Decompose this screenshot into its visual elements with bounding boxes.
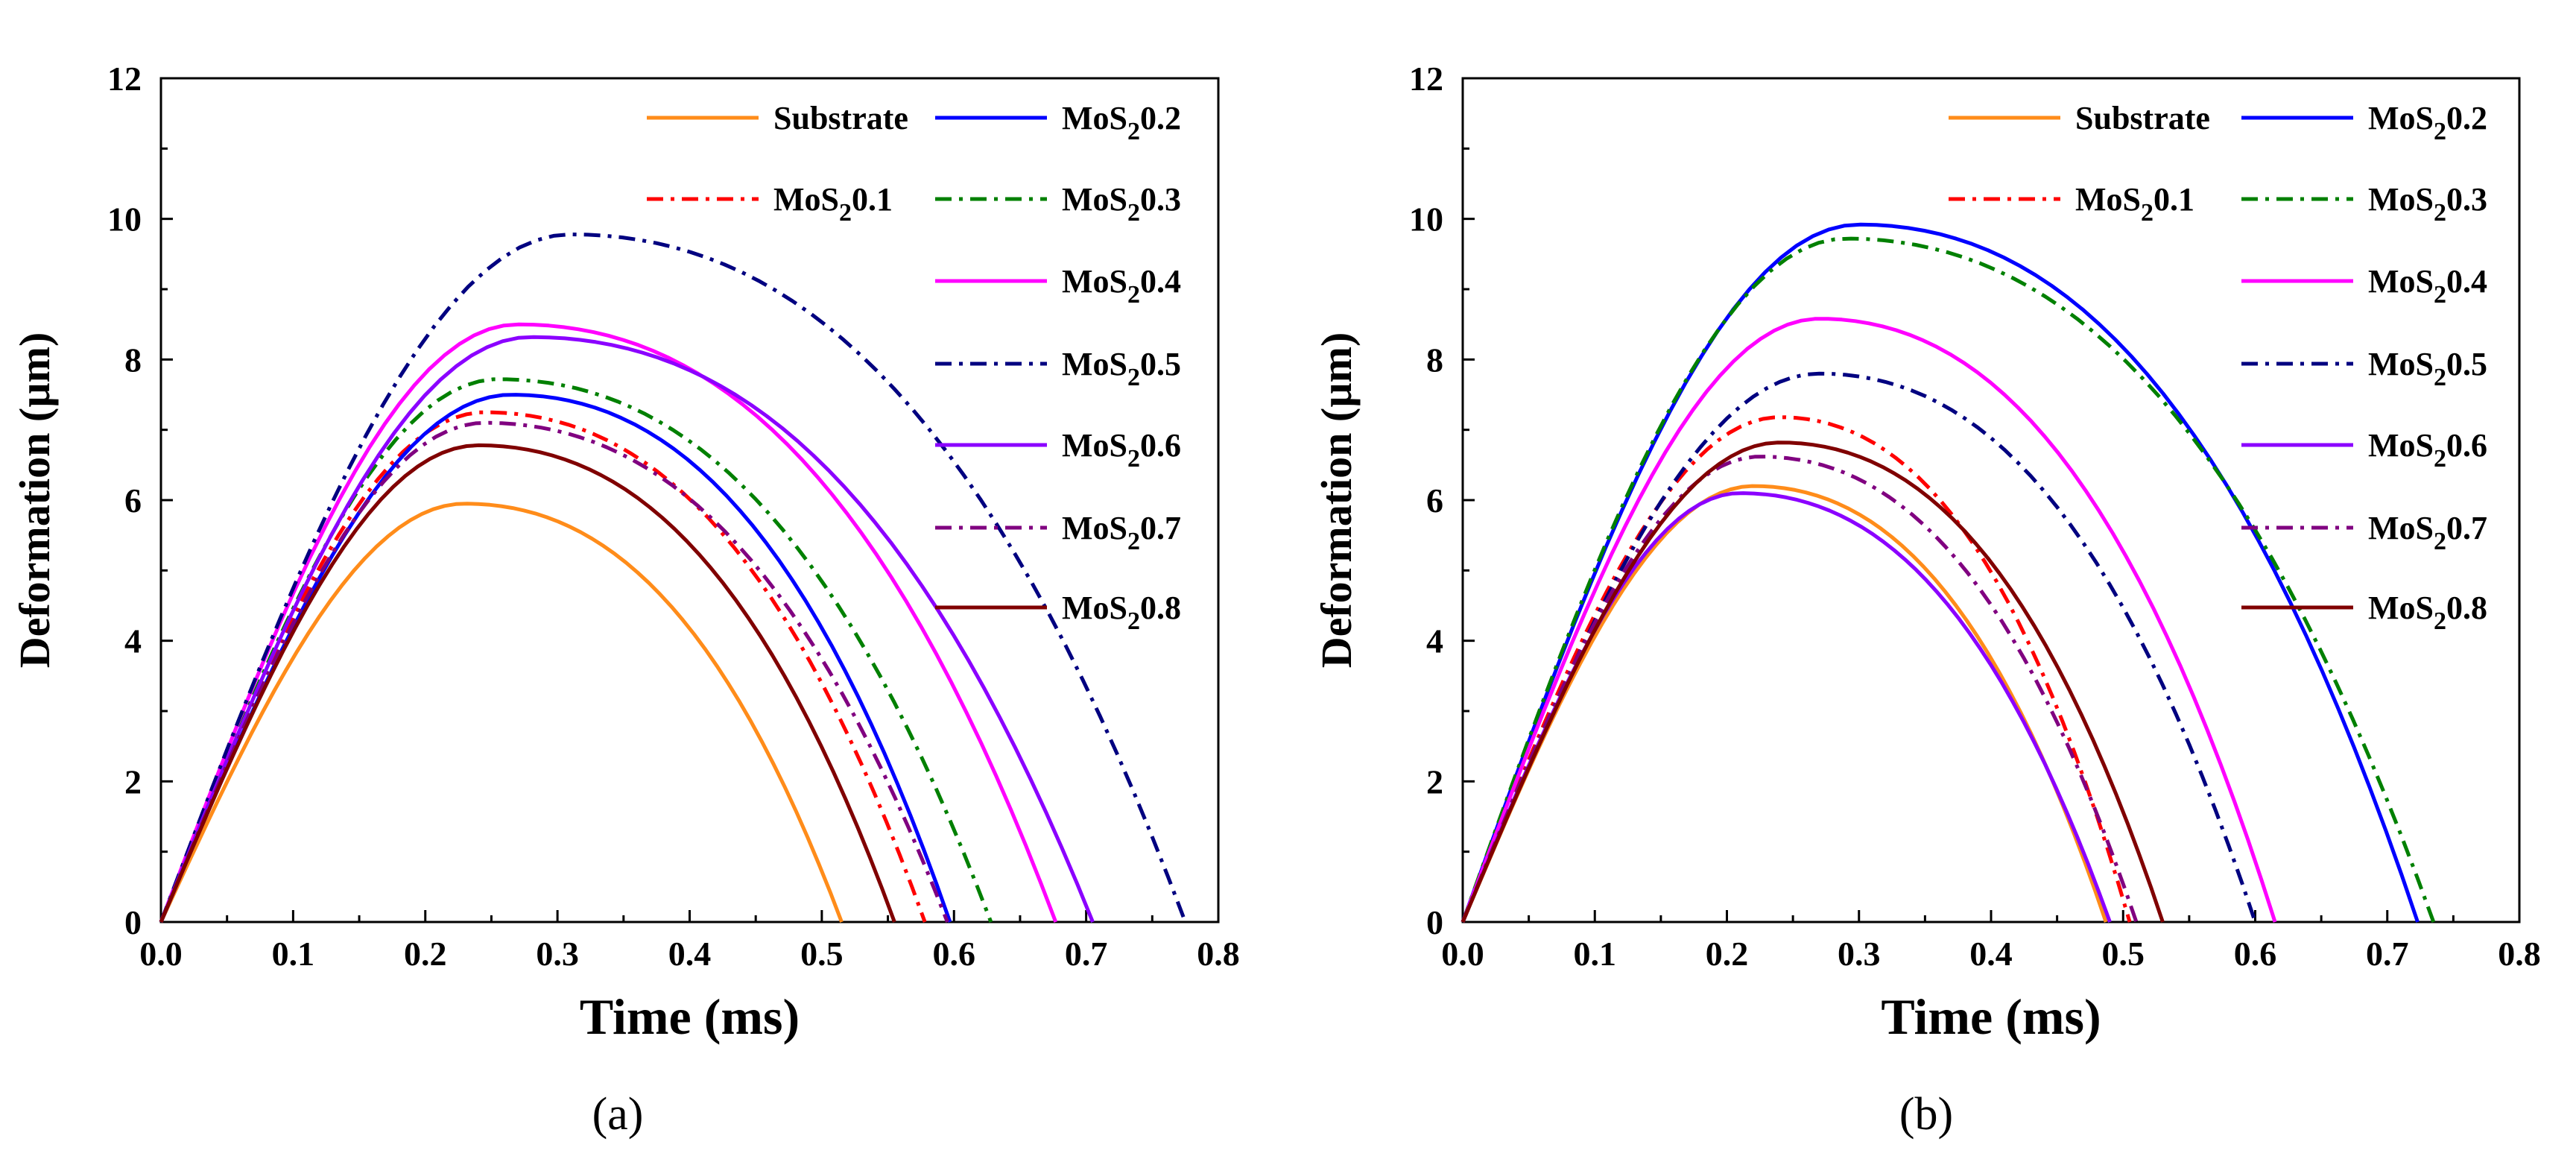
y-tick-label: 6 (124, 481, 142, 520)
legend-label: MoS20.5 (2368, 346, 2487, 391)
legend-label: Substrate (773, 100, 908, 136)
series-line-mos2-05 (159, 232, 1188, 923)
legend: Substrate MoS20.1 MoS20.2 MoS20.3 MoS20.4 MoS… (647, 100, 1181, 635)
series-line-mos2-04 (1461, 317, 2277, 923)
x-axis-title: Time (ms) (1881, 988, 2101, 1045)
x-tick-label: 0.6 (933, 935, 976, 973)
chart-panel-a: 0.0 0.1 0.2 0.3 0.4 0.5 0.6 0.7 0.8 0 2 4 6 8 10 12 Time… (10, 60, 1240, 1140)
legend-label: MoS20.6 (1062, 427, 1181, 473)
legend-label: MoS20.7 (1062, 510, 1181, 555)
legend-label: MoS20.8 (2368, 590, 2487, 635)
series-line-mos2-07 (1461, 455, 2139, 923)
y-tick-label: 4 (1426, 622, 1443, 660)
y-tick-label: 0 (124, 903, 142, 941)
x-tick-label: 0.1 (272, 935, 315, 973)
series-line-mos2-03 (1461, 236, 2436, 923)
legend-label: MoS20.8 (1062, 590, 1181, 635)
series-line-mos2-04 (159, 322, 1058, 923)
series-line-mos2-01 (1461, 415, 2132, 923)
series-line-mos2-06 (159, 335, 1095, 923)
y-tick-label: 12 (107, 60, 142, 98)
x-tick-label: 0.5 (2102, 935, 2145, 973)
series-line-mos2-08 (1461, 441, 2165, 923)
y-tick-label: 2 (124, 762, 142, 801)
chart-panel-b: 0.0 0.1 0.2 0.3 0.4 0.5 0.6 0.7 0.8 0 2 4 6 8 10 12 Time… (1312, 60, 2541, 1140)
panel-label: (b) (1899, 1089, 1953, 1140)
x-tick-label: 0.4 (668, 935, 712, 973)
x-tick-label: 0.2 (1706, 935, 1749, 973)
series-line-mos2-03 (159, 377, 993, 923)
legend-label: Substrate (2075, 100, 2210, 136)
x-tick-label: 0.7 (1065, 935, 1108, 973)
y-tick-label: 8 (1426, 341, 1443, 379)
y-tick-label: 10 (107, 200, 142, 239)
y-axis-title: Deformation (µm) (1312, 332, 1361, 669)
legend-label: MoS20.5 (1062, 346, 1181, 391)
y-tick-label: 4 (124, 622, 142, 660)
x-tick-label: 0.7 (2366, 935, 2409, 973)
y-tick-label: 8 (124, 341, 142, 379)
series-line-mos2-02 (1461, 222, 2420, 923)
series-line-mos2-08 (159, 443, 896, 923)
legend-label: MoS20.6 (2368, 427, 2487, 473)
y-tick-label: 10 (1409, 200, 1443, 239)
series-line-mos2-07 (159, 420, 949, 923)
x-tick-label: 0.6 (2234, 935, 2277, 973)
x-tick-label: 0.2 (404, 935, 447, 973)
legend-label: MoS20.3 (2368, 181, 2487, 227)
legend-label: MoS20.4 (1062, 263, 1181, 309)
y-tick-label: 2 (1426, 762, 1443, 801)
x-tick-label: 0.8 (1197, 935, 1240, 973)
x-tick-label: 0.3 (1838, 935, 1881, 973)
panel-label: (a) (592, 1089, 644, 1140)
series-line-mos2-01 (159, 410, 927, 923)
x-tick-label: 0.8 (2498, 935, 2541, 973)
x-axis-title: Time (ms) (580, 988, 800, 1045)
legend-label: MoS20.2 (2368, 100, 2487, 145)
series-line-substrate (1461, 484, 2108, 923)
y-axis-title: Deformation (µm) (10, 332, 59, 669)
x-tick-label: 0.3 (536, 935, 579, 973)
x-tick-label: 0.1 (1574, 935, 1617, 973)
legend-label: MoS20.7 (2368, 510, 2487, 555)
legend-label: MoS20.3 (1062, 181, 1181, 227)
legend-label: MoS20.2 (1062, 100, 1181, 145)
legend-label: MoS20.1 (773, 181, 893, 227)
y-tick-label: 6 (1426, 481, 1443, 520)
x-tick-label: 0.5 (800, 935, 844, 973)
legend-label: MoS20.1 (2075, 181, 2194, 227)
x-tick-label: 0.4 (1969, 935, 2013, 973)
y-tick-label: 0 (1426, 903, 1443, 941)
x-tick-label: 0.0 (139, 935, 183, 973)
y-tick-label: 12 (1409, 60, 1443, 98)
x-tick-label: 0.0 (1441, 935, 1484, 973)
series-line-substrate (159, 502, 844, 923)
plot-frame (1461, 77, 2521, 923)
legend-label: MoS20.4 (2368, 263, 2487, 309)
legend: Substrate MoS20.1 MoS20.2 MoS20.3 MoS20.4 MoS… (1949, 100, 2487, 635)
